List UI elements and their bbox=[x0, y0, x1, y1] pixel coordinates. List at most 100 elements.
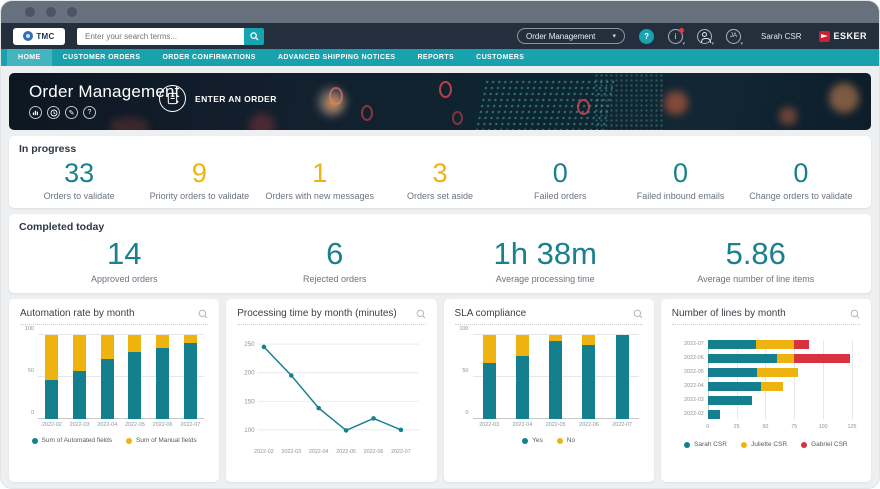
line-series bbox=[264, 347, 401, 430]
search-input[interactable] bbox=[77, 28, 244, 45]
history-clock-icon[interactable] bbox=[47, 106, 60, 119]
tmc-logo[interactable]: TMC bbox=[13, 28, 65, 45]
bar-column bbox=[506, 335, 539, 419]
bar-segment[interactable] bbox=[73, 371, 86, 419]
notifications-button[interactable]: i ▾ bbox=[668, 29, 683, 44]
chart-zoom-icon[interactable] bbox=[633, 309, 643, 319]
edit-pencil-icon[interactable]: ✎ bbox=[65, 106, 78, 119]
bar-segment[interactable] bbox=[184, 343, 197, 419]
kpi-average-processing-time[interactable]: 1h 38m Average processing time bbox=[440, 235, 651, 284]
nav-item-reports[interactable]: REPORTS bbox=[406, 49, 465, 66]
kpi-orders-set-aside[interactable]: 3 Orders set aside bbox=[380, 157, 500, 201]
bar-segment[interactable] bbox=[101, 359, 114, 419]
bar-segment[interactable] bbox=[128, 335, 141, 352]
bar-segment[interactable] bbox=[777, 354, 794, 363]
help-button[interactable]: ? bbox=[639, 29, 654, 44]
bar-segment[interactable] bbox=[708, 410, 721, 419]
line-point[interactable] bbox=[372, 416, 377, 421]
bar-column bbox=[177, 335, 205, 419]
line-point[interactable] bbox=[317, 406, 322, 411]
chart-zoom-icon[interactable] bbox=[198, 309, 208, 319]
bar-segment[interactable] bbox=[757, 368, 797, 377]
enter-order-button[interactable]: ENTER AN ORDER bbox=[159, 85, 277, 112]
nav-item-advanced-shipping-notices[interactable]: ADVANCED SHIPPING NOTICES bbox=[267, 49, 407, 66]
bar-segment[interactable] bbox=[45, 380, 58, 419]
window-dot[interactable] bbox=[25, 7, 35, 17]
bar-segment[interactable] bbox=[761, 382, 783, 391]
bar-segment[interactable] bbox=[549, 341, 562, 419]
bar-segment[interactable] bbox=[184, 335, 197, 343]
window-dot[interactable] bbox=[67, 7, 77, 17]
kpi-failed-inbound-emails[interactable]: 0 Failed inbound emails bbox=[620, 157, 740, 201]
bar-segment[interactable] bbox=[483, 335, 496, 363]
kpi-failed-orders[interactable]: 0 Failed orders bbox=[500, 157, 620, 201]
bar-segment[interactable] bbox=[708, 354, 777, 363]
bar-segment[interactable] bbox=[708, 340, 756, 349]
kpi-change-orders[interactable]: 0 Change orders to validate bbox=[741, 157, 861, 201]
line-point[interactable] bbox=[262, 345, 267, 350]
legend-item[interactable]: Juliette CSR bbox=[741, 441, 787, 448]
bar-segment[interactable] bbox=[516, 356, 529, 419]
kpi-orders-to-validate[interactable]: 33 Orders to validate bbox=[19, 157, 139, 201]
bar-segment[interactable] bbox=[156, 335, 169, 348]
bar-segment[interactable] bbox=[794, 354, 849, 363]
profile-button[interactable]: ▾ bbox=[697, 29, 712, 44]
line-point[interactable] bbox=[399, 428, 404, 433]
search-button[interactable] bbox=[244, 28, 264, 45]
analytics-search-icon[interactable] bbox=[29, 106, 42, 119]
kpi-approved-orders[interactable]: 14 Approved orders bbox=[19, 235, 230, 284]
x-axis-tick: 2022-05 bbox=[121, 422, 149, 428]
bar-segment[interactable] bbox=[582, 345, 595, 419]
svg-text:2022-03: 2022-03 bbox=[282, 449, 302, 455]
bar-segment[interactable] bbox=[794, 340, 809, 349]
line-point[interactable] bbox=[289, 373, 294, 378]
bar-segment[interactable] bbox=[582, 335, 595, 345]
bar-segment[interactable] bbox=[516, 335, 529, 356]
bar-segment[interactable] bbox=[73, 335, 86, 371]
in-progress-card: In progress 33 Orders to validate 9 Prio… bbox=[9, 136, 871, 208]
bar-segment[interactable] bbox=[756, 340, 794, 349]
kpi-average-line-items[interactable]: 5.86 Average number of line items bbox=[651, 235, 862, 284]
kpi-rejected-orders[interactable]: 6 Rejected orders bbox=[230, 235, 441, 284]
window-dot[interactable] bbox=[46, 7, 56, 17]
x-axis: 2022-022022-032022-042022-052022-062022-… bbox=[38, 422, 204, 428]
bar-segment[interactable] bbox=[708, 396, 752, 405]
kpi-priority-orders[interactable]: 9 Priority orders to validate bbox=[139, 157, 259, 201]
y-axis-tick: 50 bbox=[20, 368, 34, 374]
legend-item[interactable]: Sarah CSR bbox=[684, 441, 727, 448]
bar-segment[interactable] bbox=[156, 348, 169, 419]
line-point[interactable] bbox=[344, 428, 349, 433]
legend-label: Sum of Automated fields bbox=[42, 437, 112, 444]
bar-segment[interactable] bbox=[128, 352, 141, 419]
chart-zoom-icon[interactable] bbox=[416, 309, 426, 319]
legend-item[interactable]: Gabriel CSR bbox=[801, 441, 847, 448]
svg-text:100: 100 bbox=[245, 427, 256, 434]
kpi-label: Approved orders bbox=[59, 274, 189, 284]
nav-item-customers[interactable]: CUSTOMERS bbox=[465, 49, 535, 66]
bar-segment[interactable] bbox=[708, 382, 761, 391]
bar-segment[interactable] bbox=[101, 335, 114, 359]
x-axis-tick: 2022-06 bbox=[572, 422, 605, 428]
x-axis-tick: 2022-07 bbox=[177, 422, 205, 428]
nav-item-order-confirmations[interactable]: ORDER CONFIRMATIONS bbox=[151, 49, 266, 66]
account-switcher-button[interactable]: JA ▾ bbox=[726, 29, 741, 44]
gridline bbox=[823, 340, 824, 419]
nav-item-customer-orders[interactable]: CUSTOMER ORDERS bbox=[52, 49, 152, 66]
legend-item[interactable]: Sum of Manual fields bbox=[126, 437, 197, 444]
y-axis-tick: 2022-05 bbox=[672, 369, 704, 375]
legend-item[interactable]: No bbox=[557, 437, 575, 444]
module-selector[interactable]: Order Management ▾ bbox=[517, 28, 625, 44]
bar-segment[interactable] bbox=[45, 335, 58, 380]
nav-item-home[interactable]: HOME bbox=[7, 49, 52, 66]
kpi-label: Failed inbound emails bbox=[620, 191, 740, 201]
help-circle-icon[interactable]: ? bbox=[83, 106, 96, 119]
chevron-down-icon: ▾ bbox=[712, 41, 715, 47]
bar-segment[interactable] bbox=[708, 368, 758, 377]
chart-zoom-icon[interactable] bbox=[850, 309, 860, 319]
kpi-orders-new-messages[interactable]: 1 Orders with new messages bbox=[260, 157, 380, 201]
bar-segment[interactable] bbox=[483, 363, 496, 419]
x-axis-tick: 2022-04 bbox=[506, 422, 539, 428]
legend-item[interactable]: Yes bbox=[522, 437, 543, 444]
legend-item[interactable]: Sum of Automated fields bbox=[32, 437, 112, 444]
bar-segment[interactable] bbox=[616, 335, 629, 419]
